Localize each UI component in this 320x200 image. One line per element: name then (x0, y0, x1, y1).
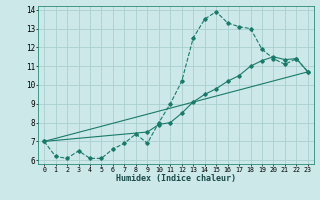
X-axis label: Humidex (Indice chaleur): Humidex (Indice chaleur) (116, 174, 236, 183)
